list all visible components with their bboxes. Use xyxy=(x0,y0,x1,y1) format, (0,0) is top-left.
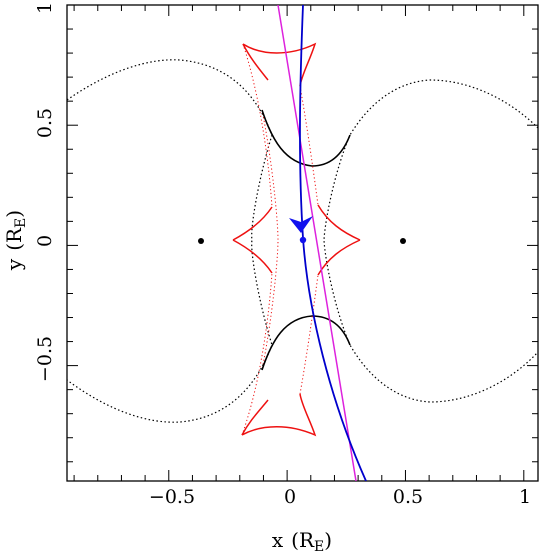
x-tick-label: 0 xyxy=(284,486,296,508)
caustic-central xyxy=(232,204,361,276)
outer-critical-curve-right xyxy=(323,79,538,403)
y-tick-label: 0.5 xyxy=(34,108,56,138)
caustic-lower-solid xyxy=(241,393,317,437)
y-axis-label: y(RE) xyxy=(2,210,29,271)
straight-trajectory xyxy=(277,5,357,481)
curved-trajectory xyxy=(299,5,367,481)
x-tick-label: 0.5 xyxy=(393,486,423,508)
caustic-dotted-left xyxy=(241,43,273,436)
direction-arrow xyxy=(289,216,313,233)
x-axis-label: x (RE) xyxy=(272,528,332,555)
x-tick-label: 1 xyxy=(519,486,531,508)
caustic-upper-solid xyxy=(242,42,317,87)
critical-curve-lower xyxy=(261,315,351,371)
source-position-marker xyxy=(299,236,307,244)
lens-mass-right xyxy=(400,238,406,244)
y-tick-label: −0.5 xyxy=(34,336,56,382)
caustic-dotted-right xyxy=(299,85,319,395)
x-tick-label: −0.5 xyxy=(149,486,195,508)
outer-critical-curve-center-dotted xyxy=(261,109,279,371)
y-tick-label: 1 xyxy=(34,2,56,14)
plot-area xyxy=(67,5,538,481)
lens-mass-left xyxy=(198,238,204,244)
axis-ticks xyxy=(67,4,538,481)
y-tick-label: 0 xyxy=(34,235,56,247)
outer-critical-curve-left xyxy=(67,59,273,423)
critical-curve-upper xyxy=(261,109,351,167)
